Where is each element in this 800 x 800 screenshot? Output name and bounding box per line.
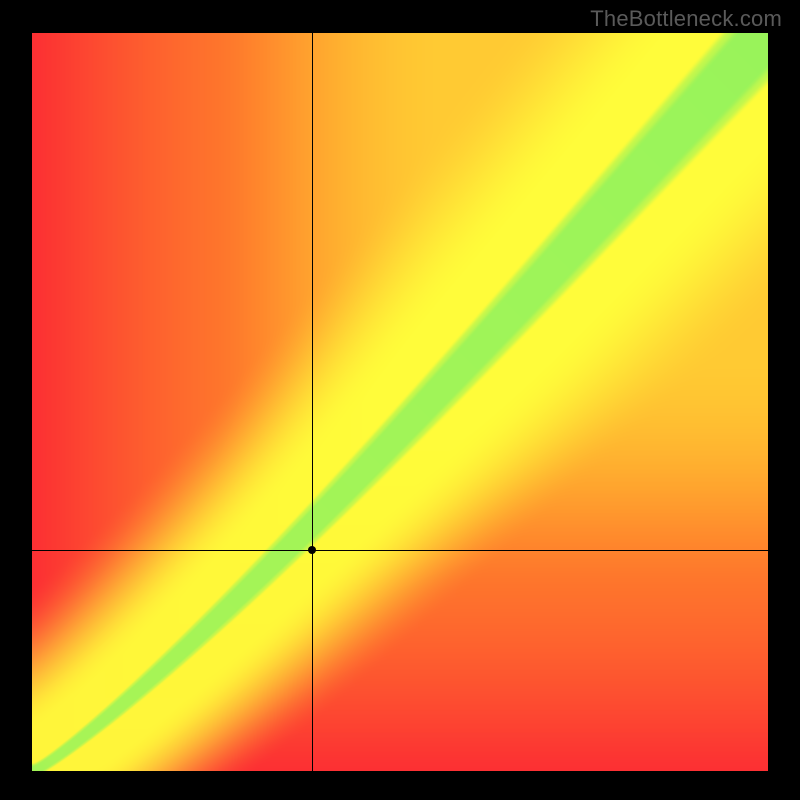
crosshair-vertical xyxy=(312,33,313,771)
heatmap-canvas xyxy=(32,33,768,771)
crosshair-marker xyxy=(308,546,316,554)
watermark-text: TheBottleneck.com xyxy=(590,6,782,32)
crosshair-horizontal xyxy=(32,550,768,551)
figure-container: TheBottleneck.com xyxy=(0,0,800,800)
plot-frame xyxy=(32,33,768,771)
